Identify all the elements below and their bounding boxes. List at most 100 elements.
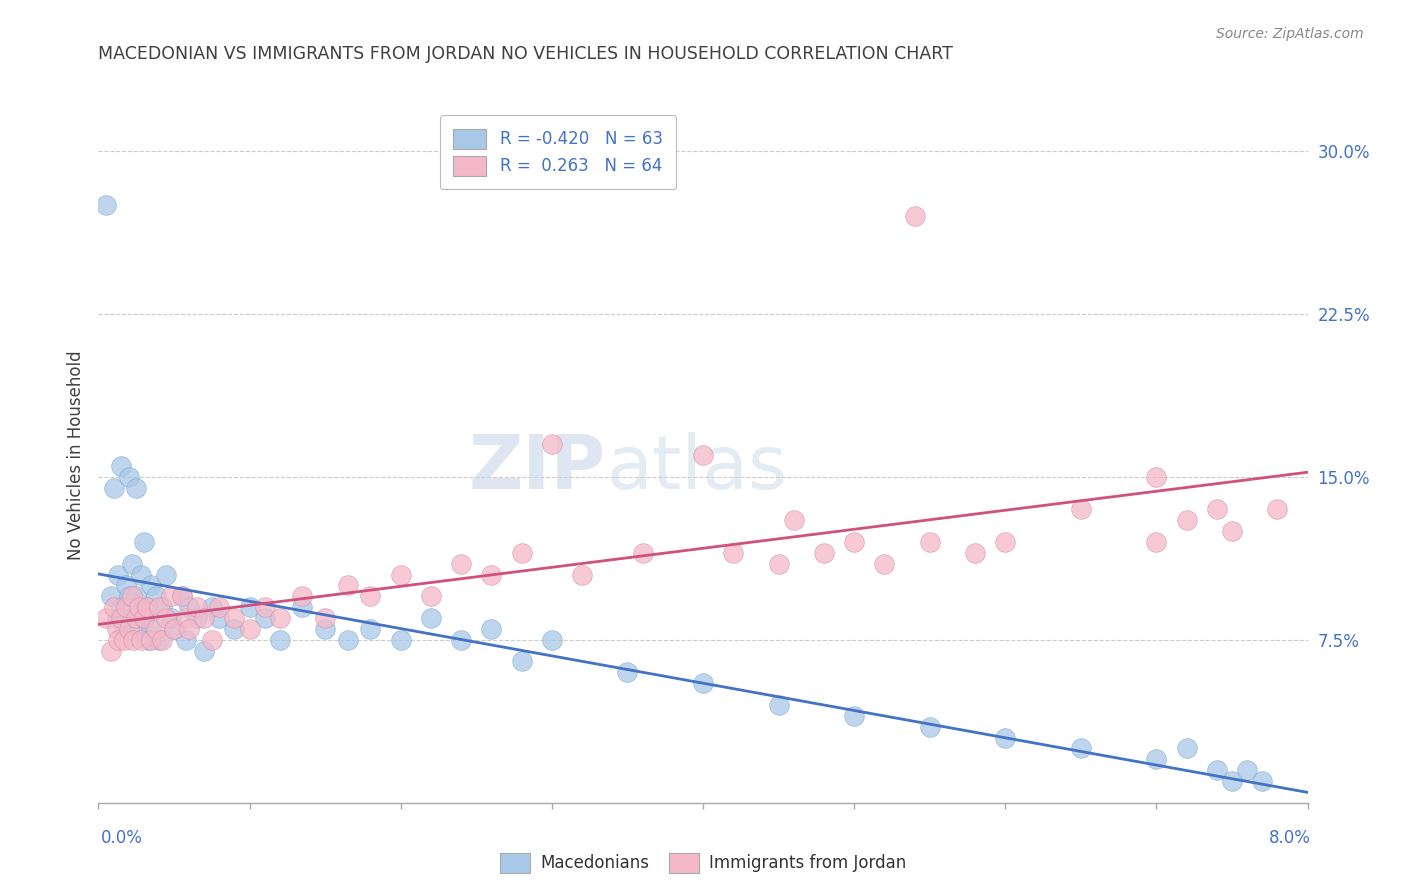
Point [336,632,359,647]
Point [110,611,132,625]
Point [125,589,148,603]
Point [177,600,201,615]
Point [160,611,183,625]
Point [253,600,276,615]
Text: atlas: atlas [606,433,787,506]
Point [1220,774,1243,789]
Point [110,458,132,473]
Point [122,611,145,625]
Point [110,600,132,615]
Point [155,567,177,582]
Legend: Macedonians, Immigrants from Jordan: Macedonians, Immigrants from Jordan [494,847,912,880]
Point [148,600,170,615]
Point [135,600,157,615]
Point [481,567,503,582]
Point [269,632,291,647]
Point [100,589,122,603]
Point [103,481,125,495]
Point [122,632,145,647]
Point [107,632,129,647]
Point [269,611,291,625]
Point [1251,774,1274,789]
Point [314,611,336,625]
Text: Source: ZipAtlas.com: Source: ZipAtlas.com [1216,27,1364,41]
Point [1144,535,1167,549]
Y-axis label: No Vehicles in Household: No Vehicles in Household [66,350,84,560]
Point [114,600,136,615]
Point [112,632,135,647]
Point [692,448,714,462]
Point [141,632,163,647]
Point [129,567,152,582]
Point [174,632,197,647]
Point [155,611,177,625]
Point [145,589,167,603]
Point [389,567,412,582]
Point [118,589,141,603]
Point [291,589,314,603]
Point [540,437,562,451]
Point [145,622,167,636]
Point [768,698,790,712]
Point [201,600,224,615]
Point [121,589,143,603]
Point [141,578,163,592]
Point [125,481,148,495]
Point [132,611,155,625]
Point [540,632,562,647]
Point [481,622,503,636]
Point [128,622,150,636]
Point [844,535,866,549]
Point [141,622,163,636]
Point [150,600,173,615]
Point [1070,502,1092,516]
Point [1220,524,1243,538]
Point [163,622,186,636]
Point [128,600,150,615]
Text: 8.0%: 8.0% [1268,830,1310,847]
Point [291,600,314,615]
Point [873,557,896,571]
Point [360,622,382,636]
Legend: R = -0.420   N = 63, R =  0.263   N = 64: R = -0.420 N = 63, R = 0.263 N = 64 [440,115,676,189]
Point [186,611,208,625]
Point [163,622,186,636]
Point [160,589,183,603]
Point [420,589,443,603]
Point [510,655,533,669]
Point [132,535,155,549]
Point [813,546,835,560]
Point [904,209,927,223]
Point [768,557,790,571]
Point [105,611,128,625]
Point [193,611,215,625]
Point [782,513,804,527]
Text: 0.0%: 0.0% [101,830,143,847]
Point [336,578,359,592]
Point [965,546,987,560]
Point [136,632,159,647]
Point [616,665,638,680]
Point [239,600,262,615]
Point [105,622,128,636]
Point [208,600,231,615]
Point [1206,763,1229,777]
Point [1175,741,1198,756]
Point [118,469,141,483]
Point [994,731,1017,745]
Point [129,632,152,647]
Point [174,611,197,625]
Point [112,622,135,636]
Point [1206,502,1229,516]
Point [1144,752,1167,766]
Point [844,708,866,723]
Point [389,632,412,647]
Point [224,622,246,636]
Point [450,557,472,571]
Point [253,611,276,625]
Point [170,589,193,603]
Point [1144,469,1167,483]
Point [723,546,745,560]
Point [100,643,122,657]
Text: MACEDONIAN VS IMMIGRANTS FROM JORDAN NO VEHICLES IN HOUSEHOLD CORRELATION CHART: MACEDONIAN VS IMMIGRANTS FROM JORDAN NO … [98,45,953,62]
